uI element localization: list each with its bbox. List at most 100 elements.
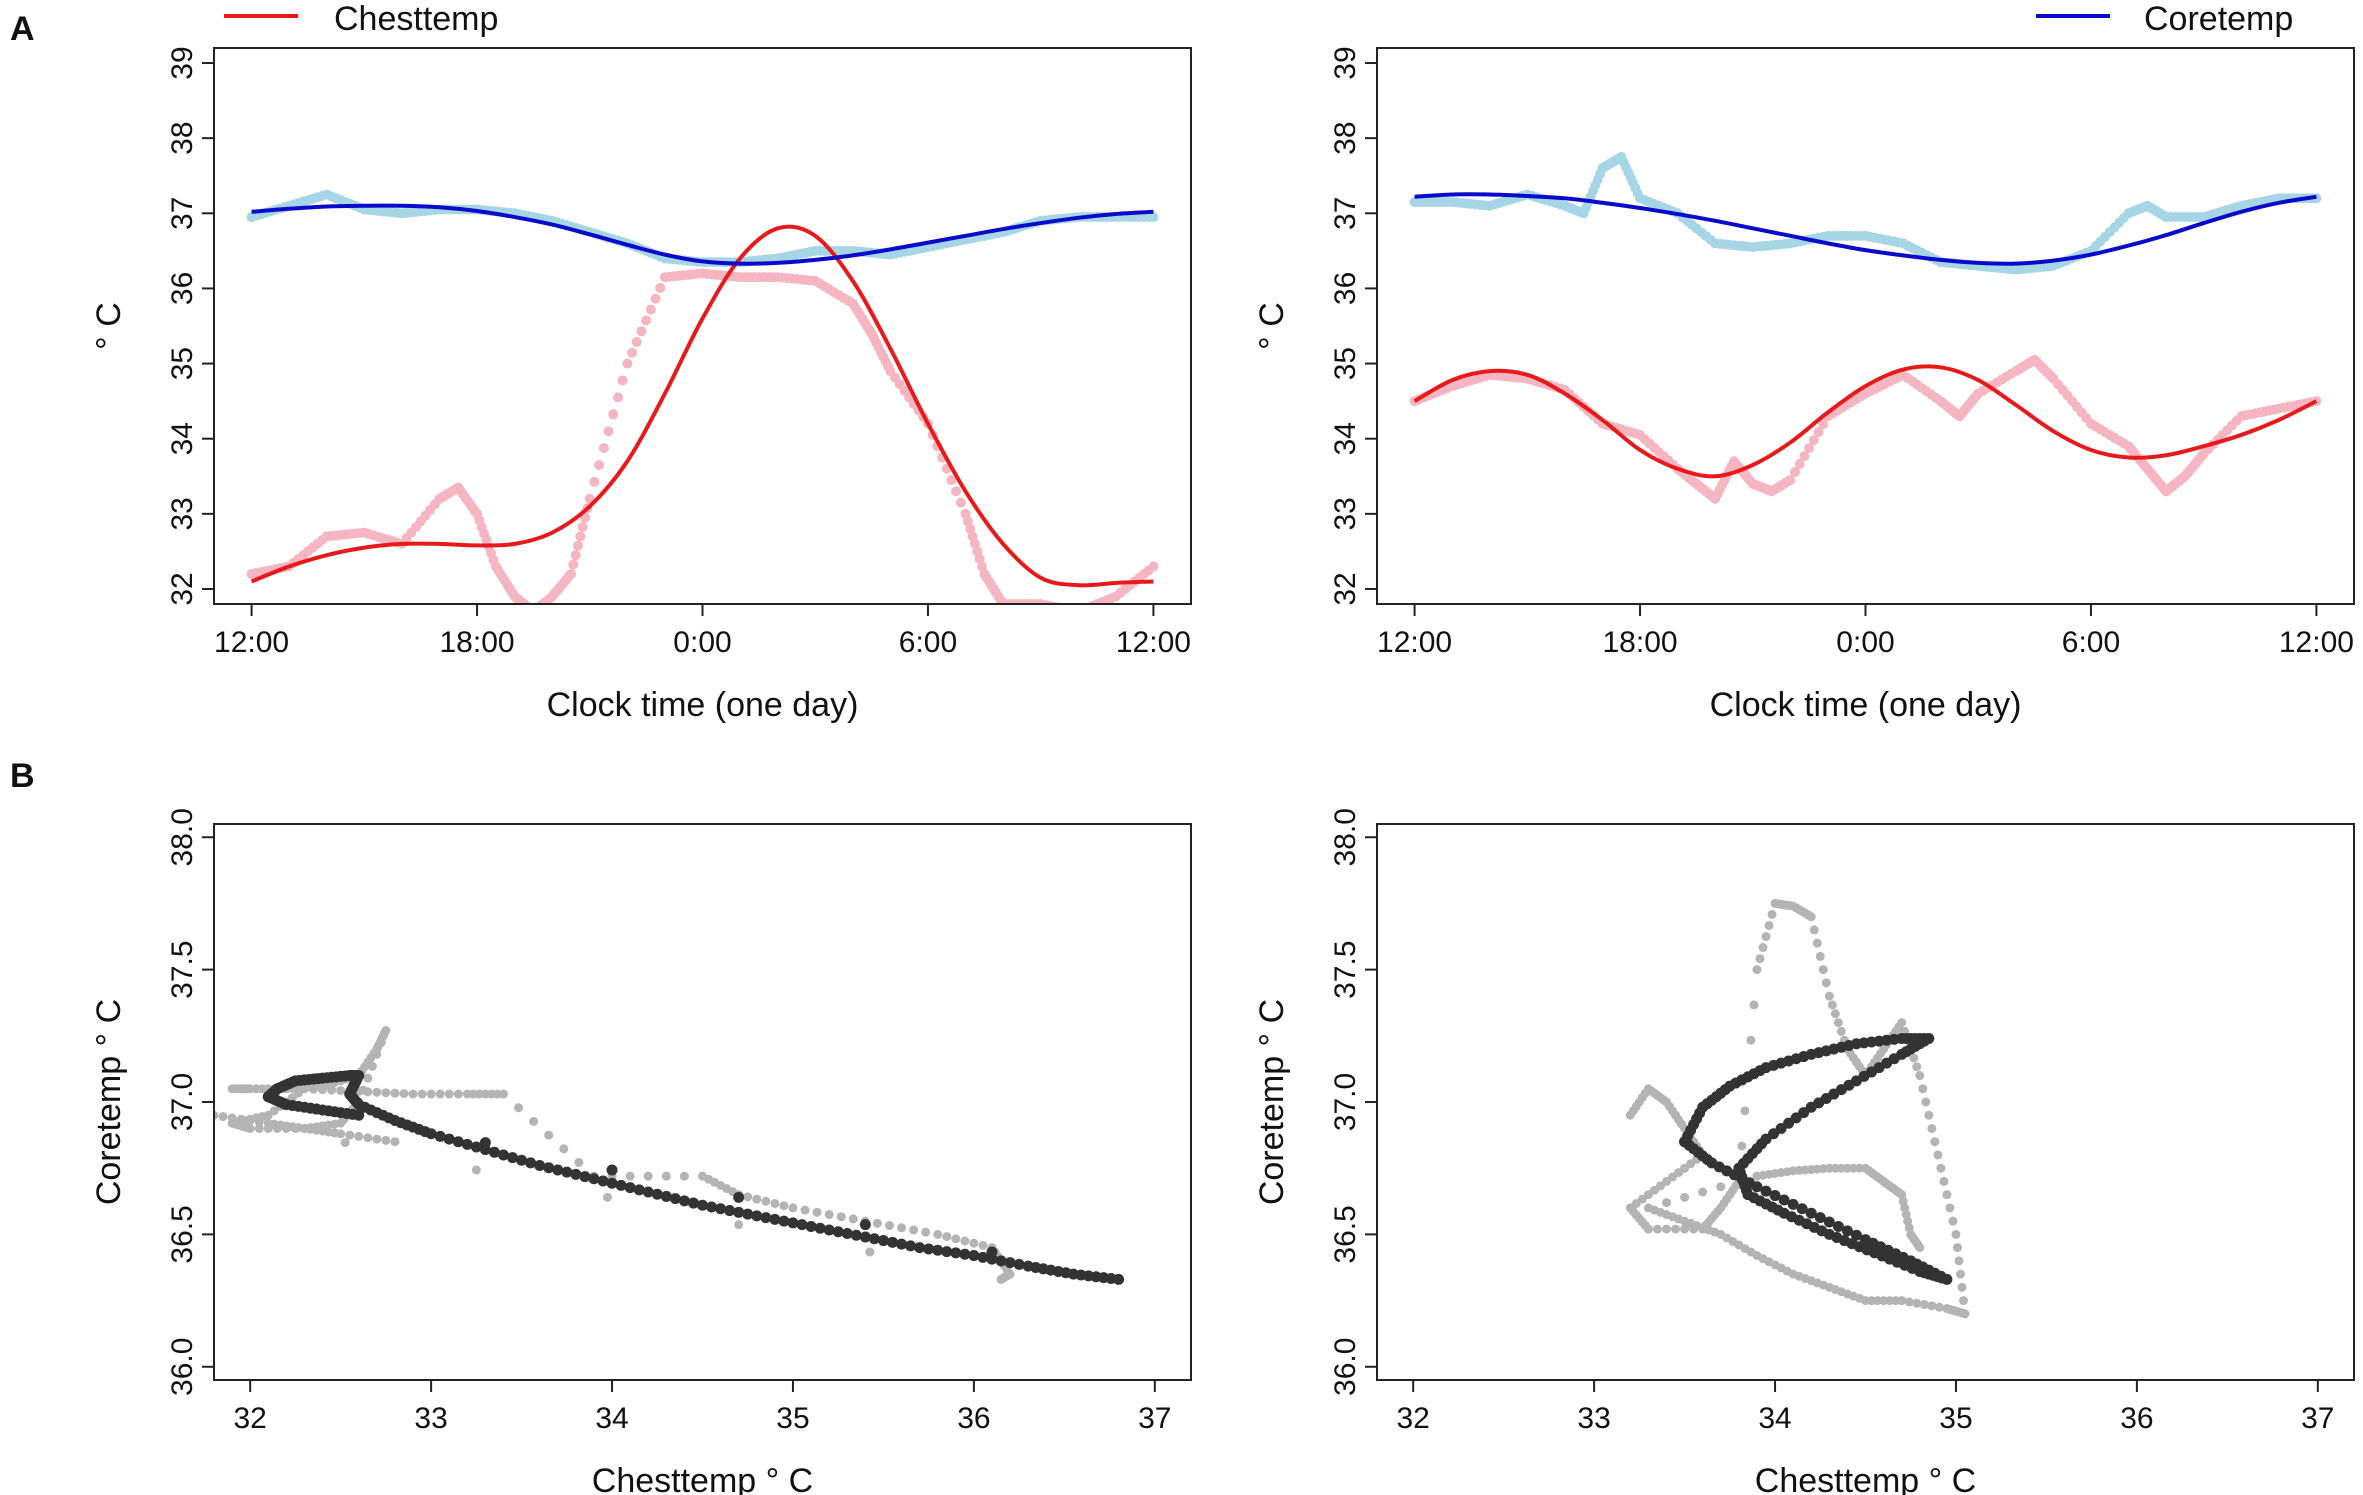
data-point bbox=[531, 605, 541, 615]
y-tick-label: 37.5 bbox=[1329, 940, 1362, 998]
plot-area bbox=[246, 189, 1159, 617]
data-point bbox=[812, 1207, 822, 1217]
data-point bbox=[1813, 427, 1824, 438]
data-point bbox=[1764, 920, 1774, 930]
chart-a-right: 12:00 18:00 0:00 6:00 12:00 32 33 34 35 36 37 38 39 C… bbox=[1253, 46, 2355, 724]
data-point bbox=[960, 508, 971, 519]
data-point bbox=[752, 1194, 762, 1204]
data-point bbox=[1671, 1224, 1681, 1234]
data-point bbox=[660, 1190, 672, 1202]
series-fitted bbox=[1679, 1032, 1953, 1285]
data-point bbox=[800, 1205, 810, 1215]
data-point bbox=[372, 1049, 382, 1059]
data-point bbox=[1812, 938, 1822, 948]
data-point bbox=[262, 1091, 274, 1103]
data-point bbox=[633, 1184, 645, 1196]
data-point bbox=[381, 1135, 391, 1145]
data-point bbox=[824, 1210, 834, 1220]
data-point bbox=[897, 1223, 907, 1233]
data-point bbox=[1841, 1225, 1853, 1237]
data-point bbox=[848, 1214, 858, 1224]
chart-b-right: 32 33 34 35 36 37 36.0 36.5 37.0 37.5 38.0 Chesttem… bbox=[1253, 808, 2355, 1495]
data-point bbox=[1004, 1257, 1016, 1269]
x-axis-label: Chesttemp ° C bbox=[1755, 1462, 1976, 1495]
x-tick-label: 37 bbox=[1138, 1402, 1171, 1435]
data-point bbox=[568, 559, 579, 570]
data-point bbox=[969, 538, 980, 549]
data-point bbox=[650, 293, 661, 304]
series-line bbox=[250, 224, 1154, 588]
data-point bbox=[1698, 1187, 1708, 1197]
plot-frame bbox=[213, 47, 1192, 605]
data-point bbox=[1073, 607, 1083, 617]
data-point bbox=[434, 1130, 446, 1142]
y-tick-label: 32 bbox=[166, 572, 199, 605]
data-point bbox=[751, 1210, 763, 1222]
data-point bbox=[363, 1133, 373, 1143]
y-tick-label: 38 bbox=[166, 121, 199, 154]
data-point bbox=[521, 600, 531, 604]
data-point bbox=[706, 1201, 718, 1213]
data-point bbox=[525, 1157, 537, 1169]
x-tick-label: 33 bbox=[414, 1402, 447, 1435]
x-tick-label: 6:00 bbox=[2062, 626, 2120, 659]
x-tick-label: 12:00 bbox=[214, 626, 289, 659]
data-point bbox=[805, 1220, 817, 1232]
data-point bbox=[381, 1088, 391, 1098]
data-point bbox=[1806, 912, 1816, 922]
data-point bbox=[1062, 603, 1066, 604]
data-point bbox=[299, 1084, 309, 1094]
data-point bbox=[996, 1274, 1006, 1284]
data-point bbox=[636, 326, 647, 337]
data-point bbox=[859, 1219, 871, 1231]
y-tick-label: 36 bbox=[166, 272, 199, 305]
data-point bbox=[814, 1222, 826, 1234]
data-point bbox=[743, 1192, 753, 1202]
data-point bbox=[1930, 1137, 1940, 1147]
data-point bbox=[1957, 1282, 1967, 1292]
data-point bbox=[877, 1235, 889, 1247]
data-point bbox=[1860, 1234, 1871, 1246]
x-tick-label: 0:00 bbox=[673, 626, 731, 659]
data-point bbox=[1661, 1198, 1671, 1208]
data-point bbox=[1013, 1258, 1025, 1270]
data-point bbox=[1740, 1106, 1750, 1116]
data-point bbox=[921, 1227, 931, 1237]
data-point bbox=[1643, 1203, 1653, 1213]
series-chesttemp-raw bbox=[246, 268, 1159, 617]
data-point bbox=[951, 1234, 961, 1244]
data-point bbox=[1955, 1269, 1965, 1279]
data-point bbox=[968, 1250, 980, 1262]
data-point bbox=[955, 497, 966, 508]
data-point bbox=[715, 1203, 727, 1215]
data-point bbox=[588, 1173, 600, 1185]
y-tick-label: 33 bbox=[1329, 497, 1362, 530]
data-point bbox=[974, 553, 985, 564]
data-point bbox=[697, 1199, 708, 1211]
data-point bbox=[841, 1227, 853, 1239]
data-point bbox=[327, 1085, 337, 1095]
data-point bbox=[655, 282, 666, 293]
data-point bbox=[1643, 1224, 1653, 1234]
data-point bbox=[742, 1208, 754, 1220]
data-point bbox=[1827, 1000, 1837, 1010]
data-point bbox=[969, 1238, 979, 1248]
data-point bbox=[354, 1131, 364, 1141]
data-point bbox=[872, 1218, 882, 1228]
data-point bbox=[507, 1152, 519, 1164]
data-point bbox=[669, 1193, 681, 1205]
data-point bbox=[559, 1144, 569, 1154]
data-point bbox=[318, 1085, 328, 1095]
data-point bbox=[962, 516, 973, 527]
data-point bbox=[905, 1240, 917, 1252]
data-point bbox=[227, 1113, 237, 1123]
y-tick-label: 34 bbox=[166, 422, 199, 455]
data-point bbox=[372, 1087, 382, 1097]
data-point bbox=[617, 375, 628, 386]
data-point bbox=[336, 1086, 346, 1096]
legend: Chesttemp Coretemp bbox=[224, 0, 2293, 38]
data-point bbox=[643, 1171, 653, 1181]
plot-area bbox=[1409, 151, 2322, 504]
data-point bbox=[1148, 561, 1159, 572]
legend-core-label: Coretemp bbox=[2144, 0, 2293, 38]
